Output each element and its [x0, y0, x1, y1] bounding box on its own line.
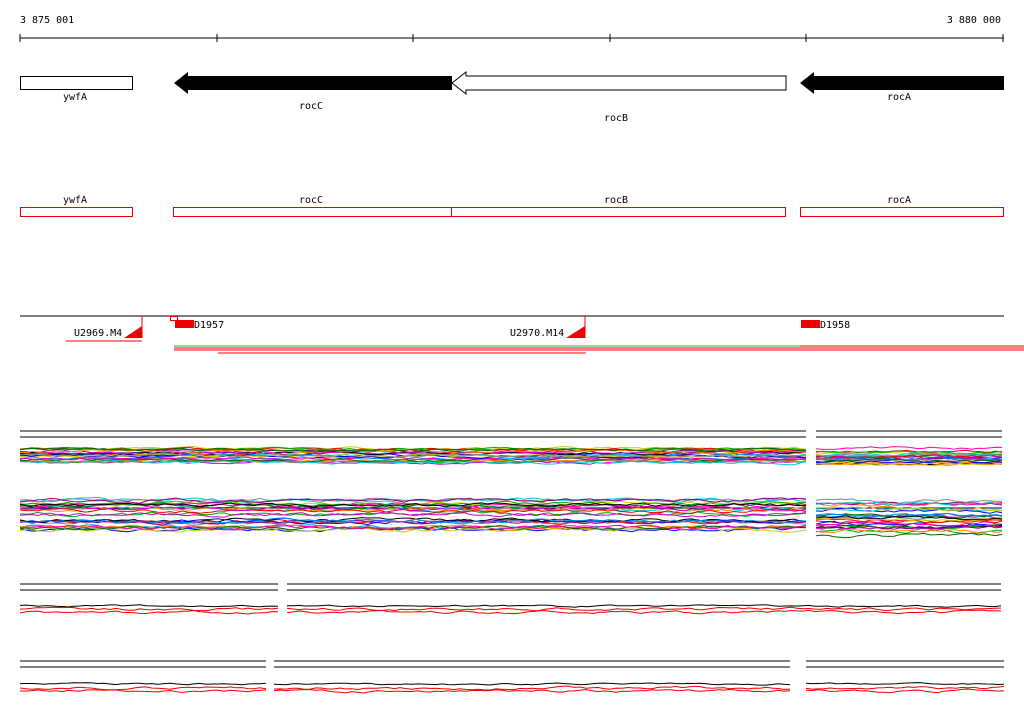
profile-line: [19, 604, 279, 608]
profile-line: [815, 521, 1002, 527]
profile-line: [286, 604, 1002, 608]
region-label: D1957: [194, 320, 224, 331]
profile-line: [815, 515, 1003, 520]
profile-line: [19, 453, 807, 459]
profile-line: [815, 498, 1003, 505]
region-label: U2969.M4: [74, 328, 122, 339]
profile-line: [815, 452, 1003, 457]
profile-line: [19, 497, 807, 504]
profile-line: [19, 459, 807, 465]
gene-label: rocB: [604, 113, 628, 124]
profile-line: [815, 446, 1003, 450]
profile-line: [815, 528, 1003, 534]
profile-line: [273, 688, 791, 694]
profile-line: [19, 606, 279, 612]
profile-line: [815, 454, 1002, 459]
profile-line: [815, 450, 1003, 455]
profile-line: [19, 609, 279, 615]
profile-line: [815, 512, 1003, 518]
profile-line: [286, 609, 1002, 615]
profile-line: [19, 511, 807, 518]
gene-label: ywfA: [63, 92, 87, 103]
profile-line: [19, 505, 807, 512]
profile-line: [20, 524, 807, 531]
profile-line: [273, 682, 791, 686]
profile-line: [815, 532, 1003, 539]
profile-line: [19, 510, 807, 518]
gene-track: [20, 70, 1004, 96]
profile-line: [815, 501, 1003, 506]
profile-line: [815, 506, 1003, 512]
profile-line: [815, 524, 1003, 530]
profile-line: [815, 458, 1003, 463]
profile-line: [19, 447, 807, 452]
region-track: [20, 315, 1024, 354]
feature-label: ywfA: [63, 195, 87, 206]
profile-line: [19, 524, 807, 531]
profile-line: [805, 688, 1005, 694]
profile-line: [20, 689, 267, 693]
profile-line: [815, 458, 1003, 463]
profile-line: [815, 449, 1003, 454]
region-label: D1958: [820, 320, 850, 331]
ruler: [19, 34, 1004, 42]
profile-line: [19, 460, 807, 466]
feature-track: [20, 207, 1004, 217]
profile-line: [19, 682, 267, 686]
profile-line: [19, 502, 807, 508]
profile-line: [273, 685, 791, 691]
ruler-end: 3 880 000: [947, 15, 1001, 26]
gene-label: rocA: [887, 92, 911, 103]
profile-line: [19, 500, 807, 507]
profile-line: [19, 455, 807, 461]
profile-line: [19, 507, 807, 515]
profile-line: [815, 514, 1003, 520]
feature-label: rocC: [299, 195, 323, 206]
feature-label: rocA: [887, 195, 911, 206]
profile-line: [815, 462, 1003, 467]
profile-line: [19, 517, 807, 524]
profile-line: [19, 686, 267, 691]
profile-line: [816, 523, 1003, 530]
profile-line: [805, 685, 1005, 690]
profile-tracks: [19, 430, 1005, 694]
profile-line: [19, 517, 807, 524]
region-label: U2970.M14: [510, 328, 564, 339]
profile-line: [19, 450, 807, 455]
profile-line: [815, 501, 1003, 506]
ruler-start: 3 875 001: [20, 15, 74, 26]
profile-line: [286, 606, 1002, 612]
feature-label: rocB: [604, 195, 628, 206]
gene-label: rocC: [299, 101, 323, 112]
profile-line: [805, 682, 1005, 686]
profile-line: [815, 516, 1003, 522]
